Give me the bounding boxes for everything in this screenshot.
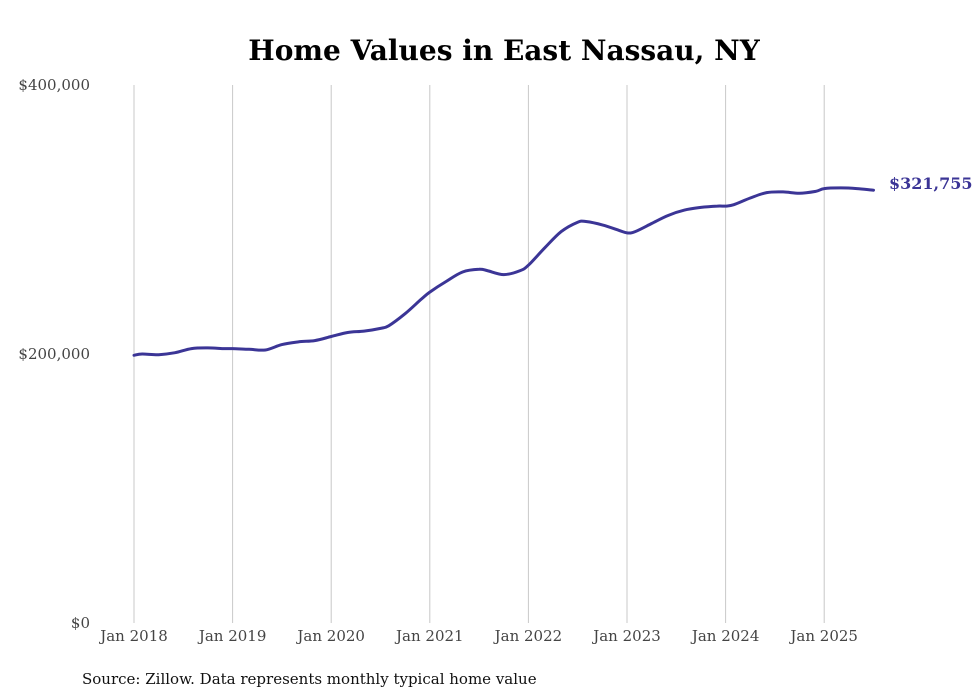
end-value-label: $321,755 [889,174,973,193]
source-note: Source: Zillow. Data represents monthly … [82,670,537,688]
chart-title: Home Values in East Nassau, NY [248,34,760,67]
y-tick-label: $200,000 [18,345,90,363]
x-tick-label: Jan 2025 [788,627,858,645]
series-line-home-value [132,186,875,357]
x-tick-label: Jan 2023 [591,627,661,645]
x-axis-ticks: Jan 2018 Jan 2019 Jan 2020 Jan 2021 Jan 2022… [98,627,858,645]
y-tick-label: $0 [71,614,90,632]
y-axis-ticks: $0 $200,000 $400,000 [18,76,90,632]
x-tick-label: Jan 2020 [295,627,365,645]
x-tick-label: Jan 2021 [394,627,464,645]
x-tick-label: Jan 2024 [690,627,760,645]
x-tick-label: Jan 2018 [98,627,168,645]
y-tick-label: $400,000 [18,76,90,94]
x-tick-label: Jan 2022 [493,627,563,645]
x-tick-label: Jan 2019 [197,627,267,645]
grid-lines [133,85,825,623]
